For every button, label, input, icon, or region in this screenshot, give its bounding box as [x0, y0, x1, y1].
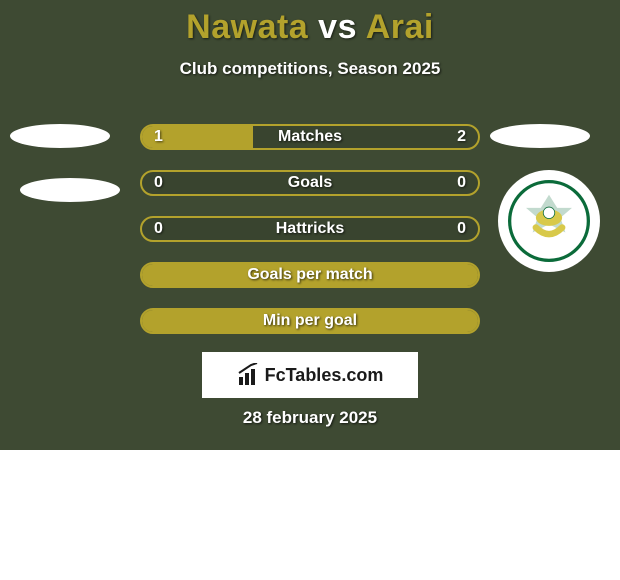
stat-row: Goals per match: [140, 262, 480, 288]
stat-label: Hattricks: [142, 220, 478, 238]
stat-label: Goals per match: [142, 266, 478, 284]
stat-row: 00Goals: [140, 170, 480, 196]
stat-row: Min per goal: [140, 308, 480, 334]
stat-label: Goals: [142, 174, 478, 192]
player1-name: Nawata: [186, 8, 308, 46]
stat-row: 12Matches: [140, 124, 480, 150]
club-crest: [498, 170, 600, 272]
stats-card: Nawata vs Arai Club competitions, Season…: [0, 0, 620, 450]
page-title: Nawata vs Arai: [0, 0, 620, 47]
chart-icon: [237, 363, 261, 387]
brand-badge: FcTables.com: [202, 352, 418, 398]
subtitle: Club competitions, Season 2025: [0, 59, 620, 79]
stat-row: 00Hattricks: [140, 216, 480, 242]
stat-label: Matches: [142, 128, 478, 146]
brand-text: FcTables.com: [265, 365, 384, 386]
vs-label: vs: [318, 8, 357, 46]
player-ellipse: [20, 178, 120, 202]
stat-label: Min per goal: [142, 312, 478, 330]
crest-icon: [508, 180, 590, 262]
date-label: 28 february 2025: [0, 408, 620, 428]
player-ellipse: [490, 124, 590, 148]
player-ellipse: [10, 124, 110, 148]
player2-name: Arai: [366, 8, 434, 46]
